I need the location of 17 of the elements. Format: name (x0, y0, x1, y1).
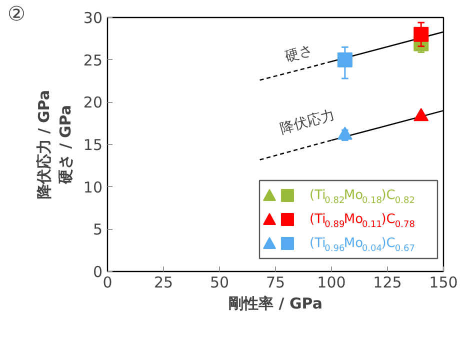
y-tick-label: 25 (83, 51, 103, 70)
chart-title: ② (8, 2, 26, 26)
x-axis-title: 剛性率 / GPa (228, 294, 322, 312)
annotation: 硬さ (283, 42, 315, 66)
y-tick-label: 15 (83, 136, 103, 154)
x-tick-label: 125 (373, 274, 402, 292)
y-tick-label: 20 (83, 94, 103, 112)
y-tick-label: 10 (83, 178, 103, 196)
annotation: 降伏応力 (278, 107, 337, 138)
x-tick-label: 100 (317, 274, 346, 292)
x-tick-label: 50 (210, 274, 230, 292)
y-axis-title: 降伏応力 / GPa 硬さ / GPa (34, 90, 74, 199)
x-tick-label: 25 (154, 274, 174, 292)
y-tick-label: 5 (92, 220, 103, 239)
x-tick-label: 75 (266, 274, 286, 292)
y-tick-label: 30 (83, 9, 103, 27)
x-tick-label: 150 (429, 274, 458, 292)
